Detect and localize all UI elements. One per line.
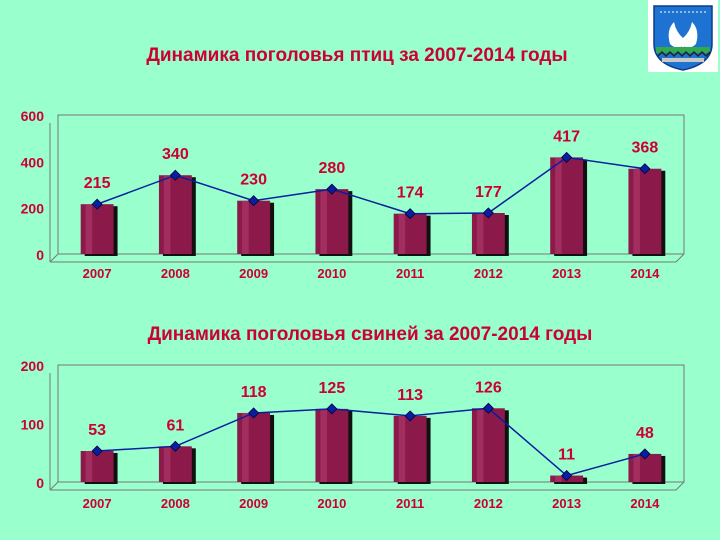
data-label: 174: [397, 185, 424, 202]
point-marker: [326, 403, 338, 415]
bar-highlight: [320, 189, 327, 254]
data-label: 340: [162, 146, 189, 163]
y-tick-label: 200: [21, 201, 45, 217]
data-label: 177: [475, 184, 502, 201]
chart-title-pigs: Динамика поголовья свиней за 2007-2014 г…: [147, 324, 593, 345]
plot-frame: [57, 364, 685, 483]
plot-frame: [57, 114, 685, 255]
x-tick-label: 2010: [317, 496, 346, 511]
point-marker: [169, 169, 181, 181]
point-marker: [404, 208, 416, 220]
bar-highlight: [85, 450, 93, 482]
plot-floor-edge-left: [49, 253, 59, 263]
bar-highlight: [398, 415, 406, 482]
data-label: 113: [397, 387, 423, 404]
y-tick-label: 0: [36, 247, 44, 263]
chart-title-birds: Динамика поголовья птиц за 2007-2014 год…: [146, 45, 568, 66]
bar-highlight: [555, 475, 562, 482]
bar-highlight: [163, 175, 171, 254]
point-marker: [561, 469, 573, 482]
point-marker: [248, 407, 260, 419]
plot-floor-edge-right: [675, 253, 685, 263]
point-marker: [326, 183, 338, 195]
chart-birds: 0 200 400 600 215 340 230 280 174 177 417 368 2007 20…: [21, 108, 685, 281]
x-tick-label: 2013: [552, 266, 581, 281]
x-tick-label: 2009: [239, 496, 268, 511]
emblem-icon: [648, 0, 718, 72]
point-marker: [169, 440, 181, 452]
point-marker: [91, 445, 103, 457]
data-label: 280: [319, 160, 346, 177]
data-label: 61: [166, 417, 184, 434]
bar-highlight: [476, 212, 484, 254]
bar-highlight: [555, 157, 562, 254]
data-label: 125: [319, 380, 346, 397]
bar-highlight: [633, 168, 640, 254]
point-marker: [404, 410, 416, 422]
plot-floor-edge-right: [675, 481, 685, 491]
point-marker: [639, 163, 651, 175]
x-tick-label: 2008: [161, 266, 190, 281]
bar-highlight: [242, 412, 249, 482]
x-tick-label: 2007: [83, 266, 112, 281]
y-tick-label: 0: [36, 475, 44, 491]
bar-highlight: [85, 204, 93, 254]
data-label: 48: [636, 425, 654, 442]
bar-highlight: [242, 200, 249, 254]
y-tick-label: 100: [21, 417, 45, 433]
x-tick-label: 2009: [239, 266, 268, 281]
x-tick-label: 2008: [161, 496, 190, 511]
data-label: 368: [632, 140, 659, 157]
bar-highlight: [476, 408, 484, 482]
data-label: 126: [475, 379, 502, 396]
bar-highlight: [163, 446, 171, 482]
data-label: 215: [84, 175, 111, 192]
x-tick-label: 2012: [474, 266, 503, 281]
x-tick-label: 2007: [83, 496, 112, 511]
data-label: 11: [558, 447, 575, 464]
data-label: 417: [553, 128, 580, 145]
point-marker: [482, 207, 494, 219]
chart-pigs: 0 100 200 53 61 118 125 113 126 11 48 2007 2008 2009 2…: [21, 358, 685, 511]
point-marker: [561, 151, 573, 163]
x-tick-label: 2011: [396, 266, 424, 281]
x-tick-label: 2010: [317, 266, 346, 281]
x-tick-label: 2014: [630, 496, 660, 511]
x-tick-label: 2011: [396, 496, 424, 511]
x-tick-label: 2013: [552, 496, 581, 511]
bar: [80, 204, 114, 254]
trend-line: [96, 156, 645, 215]
x-tick-label: 2014: [630, 266, 660, 281]
plot-floor-edge-left: [49, 481, 59, 491]
point-marker: [482, 402, 494, 414]
bar-highlight: [633, 453, 640, 482]
y-tick-label: 400: [21, 154, 45, 170]
data-label: 230: [240, 172, 267, 189]
point-marker: [248, 195, 260, 207]
trend-line: [97, 407, 646, 477]
emblem-graphic: [648, 0, 718, 72]
x-tick-label: 2012: [474, 496, 503, 511]
point-marker: [91, 198, 103, 210]
data-label: 53: [88, 422, 106, 439]
bar-highlight: [398, 213, 406, 254]
data-label: 118: [241, 384, 267, 401]
y-tick-label: 600: [21, 108, 45, 124]
y-tick-label: 200: [21, 358, 45, 374]
bar-highlight: [320, 408, 327, 482]
point-marker: [639, 448, 651, 460]
